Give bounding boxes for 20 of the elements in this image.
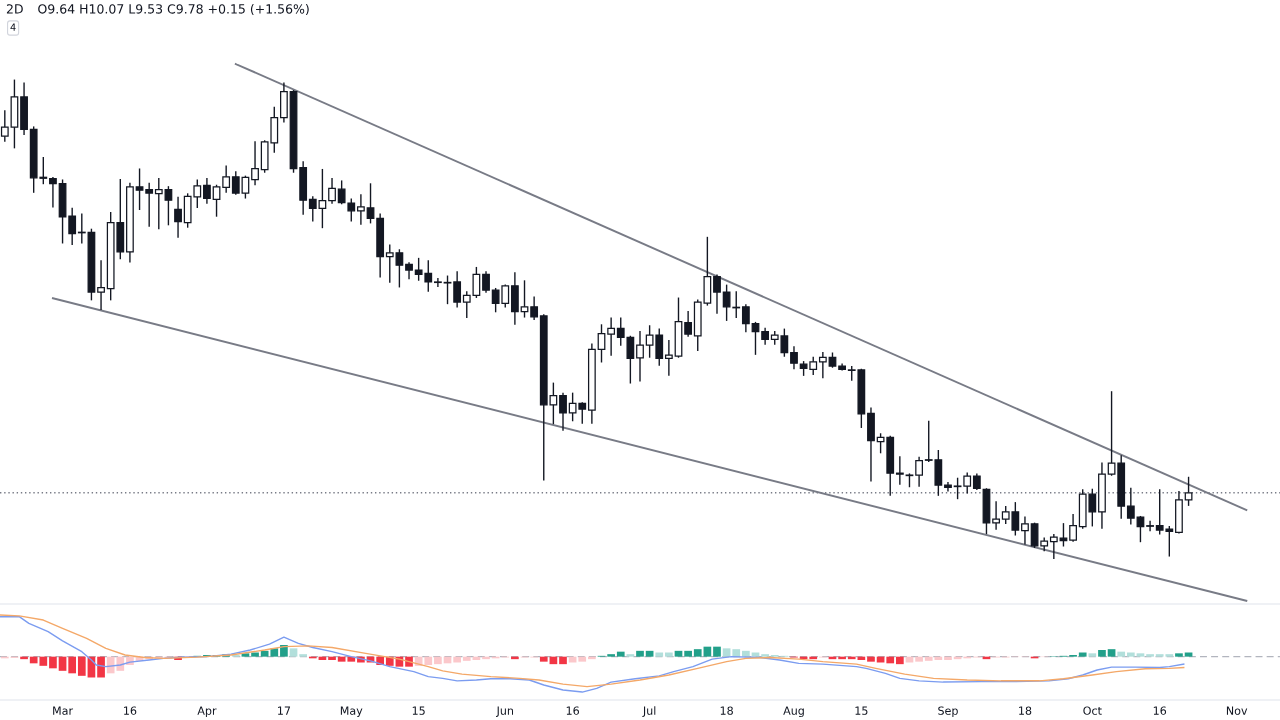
text: 4	[10, 23, 16, 31]
x-tick-label: Apr	[197, 706, 217, 717]
x-tick-label: May	[340, 706, 363, 717]
x-tick-label: 17	[278, 706, 291, 715]
text: 2D	[6, 4, 23, 14]
x-tick-label: 15	[855, 706, 868, 715]
x-tick-label: Sep	[938, 706, 958, 717]
x-tick-label: 18	[1019, 706, 1032, 715]
x-tick-label: 15	[412, 706, 425, 715]
x-tick-label: 16	[1153, 706, 1167, 715]
x-tick-label: 18	[720, 706, 733, 715]
x-tick-label: Nov	[1226, 706, 1248, 715]
x-tick-label: Jul	[642, 706, 656, 717]
x-tick-label: Mar	[53, 706, 74, 715]
x-tick-label: Jun	[496, 706, 513, 717]
x-tick-label: Oct	[1083, 706, 1102, 715]
text: O9.64 H10.07 L9.53 C9.78 +0.15 (+1.56%)	[38, 3, 309, 16]
x-tick-label: Aug	[783, 706, 804, 717]
x-tick-label: 16	[124, 706, 137, 715]
x-tick-label: 16	[566, 706, 579, 715]
